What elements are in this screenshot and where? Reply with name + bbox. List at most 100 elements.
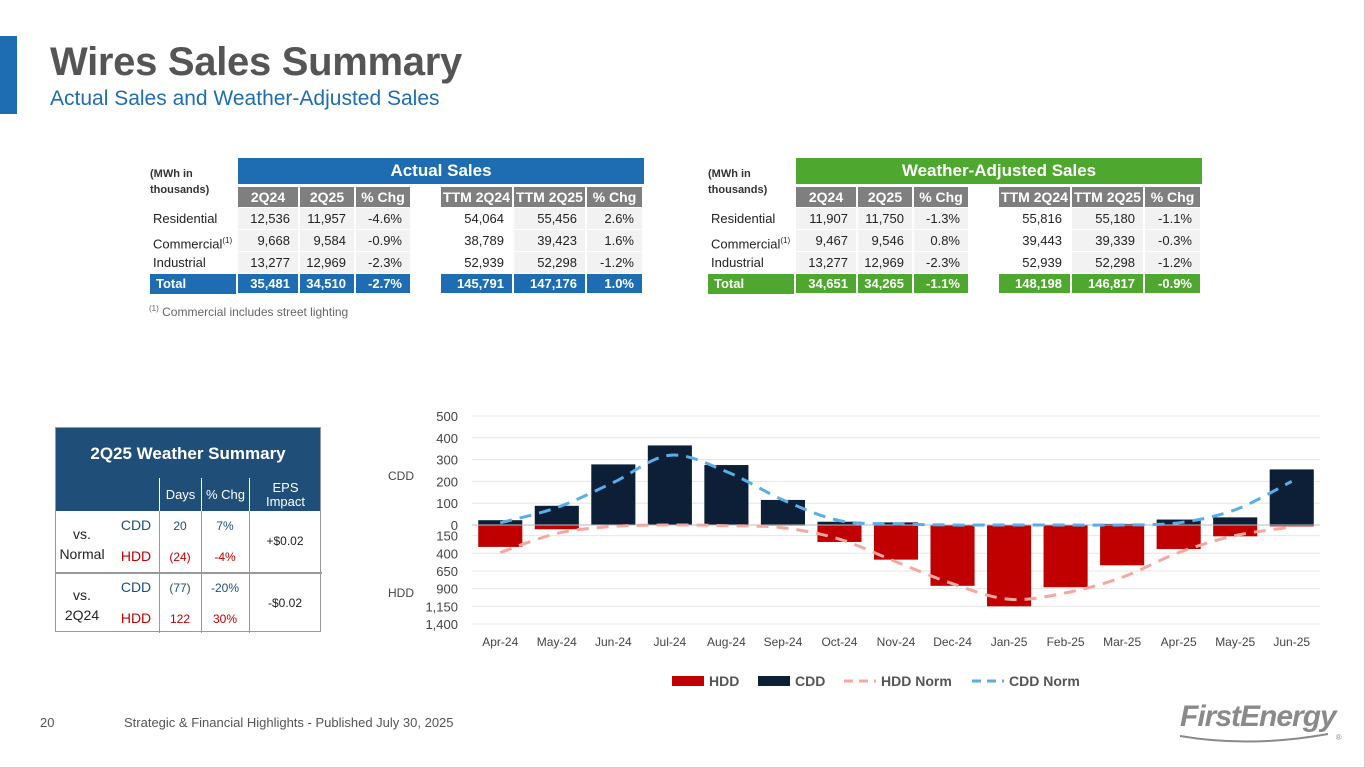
hdd-bar — [1043, 525, 1088, 588]
col-pct-chg: % Chg — [201, 478, 249, 511]
table-cell: -0.9% — [1145, 274, 1202, 294]
normal-hdd-pct: -4% — [214, 550, 236, 564]
row-label: Residential — [150, 208, 236, 230]
table-cell: -0.9% — [356, 230, 412, 252]
cdd-tick-label: 0 — [451, 518, 458, 533]
table-cell: 39,423 — [514, 230, 587, 252]
table-cell: 12,969 — [858, 252, 914, 274]
hdd-tick-label: 1,400 — [425, 617, 458, 632]
x-tick-label: Sep-24 — [764, 635, 803, 649]
normal-cdd-days: 20 — [173, 519, 187, 533]
table-band-title: Weather-Adjusted Sales — [796, 158, 1202, 184]
cdd-bar — [647, 445, 692, 525]
table-cell: 52,298 — [514, 252, 587, 274]
cdd-norm-line — [499, 453, 1293, 527]
prior-cdd-label: CDD — [120, 579, 152, 595]
legend-swatch — [672, 676, 704, 686]
prior-cdd-pct: -20% — [210, 581, 239, 595]
legend-label: HDD Norm — [881, 673, 952, 689]
row-label: Industrial — [150, 252, 236, 274]
legend-label: HDD — [709, 673, 739, 689]
column-header: % Chg — [356, 187, 412, 207]
table-cell: 0.8% — [914, 230, 970, 252]
cdd-bar — [760, 499, 805, 525]
table-cell: 55,816 — [999, 208, 1072, 230]
footnote-text: Commercial includes street lighting — [162, 305, 349, 319]
table-cell: 2.6% — [587, 208, 644, 230]
cdd-bar — [1269, 469, 1314, 525]
unit-label-line2: thousands) — [708, 184, 768, 196]
footnote: (1) Commercial includes street lighting — [149, 304, 348, 319]
weather-summary-title: 2Q25 Weather Summary — [56, 428, 320, 478]
col-eps-impact: EPS Impact — [249, 478, 321, 511]
row-label: Total — [150, 274, 236, 294]
table-cell: 12,536 — [238, 208, 300, 230]
hdd-bar — [1269, 525, 1314, 527]
row-label: Residential — [708, 208, 794, 230]
logo-text: FirstEnergy — [1180, 700, 1337, 733]
hdd-bar — [987, 525, 1032, 607]
x-tick-label: Oct-24 — [821, 635, 857, 649]
row-label-text: Commercial — [711, 236, 781, 252]
footnote-marker: (1) — [149, 304, 159, 313]
table-cell: 38,789 — [441, 230, 514, 252]
x-tick-label: May-24 — [537, 635, 577, 649]
table-cell: 1.0% — [587, 274, 644, 294]
table-cell: 34,651 — [796, 274, 858, 294]
normal-hdd-days: (24) — [169, 550, 191, 564]
table-cell: -2.7% — [356, 274, 412, 294]
col-eps-line2: Impact — [265, 494, 305, 509]
table-cell: 145,791 — [441, 274, 514, 294]
page-number: 20 — [40, 715, 55, 730]
weather-summary-header-row — [56, 478, 320, 511]
table-cell: 147,176 — [514, 274, 587, 294]
table-cell: 52,939 — [441, 252, 514, 274]
row-label: Commercial(1) — [708, 230, 794, 252]
weather-summary-table: 2Q25 Weather Summary Days % Chg EPS Impa… — [55, 427, 322, 633]
cdd-bar — [704, 465, 749, 525]
column-header: 2Q25 — [858, 187, 914, 207]
table-cell: -1.3% — [914, 208, 970, 230]
vs-normal-label: vs. Normal — [56, 524, 108, 564]
cdd-tick-label: 100 — [436, 496, 458, 511]
table-cell: 55,456 — [514, 208, 587, 230]
normal-cdd-pct: 7% — [216, 519, 234, 533]
hdd-tick-label: 650 — [436, 564, 458, 579]
page-title: Wires Sales Summary — [50, 40, 462, 84]
table-cell: 34,265 — [858, 274, 914, 294]
table-cell: 11,907 — [796, 208, 858, 230]
prior-eps: -$0.02 — [267, 596, 303, 610]
column-header: 2Q24 — [796, 187, 858, 207]
normal-cdd-label: CDD — [120, 517, 152, 533]
row-label-text: Commercial — [153, 236, 223, 252]
row-label-text: Residential — [153, 211, 218, 226]
footer-text: Strategic & Financial Highlights - Publi… — [124, 715, 454, 730]
x-tick-label: May-25 — [1215, 635, 1255, 649]
table-cell: 55,180 — [1072, 208, 1145, 230]
column-header: % Chg — [587, 187, 644, 207]
x-tick-label: Jan-25 — [991, 635, 1028, 649]
divider — [159, 511, 160, 633]
hdd-tick-label: 1,150 — [425, 599, 458, 614]
column-header: TTM 2Q24 — [999, 187, 1072, 207]
x-tick-label: Dec-24 — [933, 635, 972, 649]
table-cell: 9,467 — [796, 230, 858, 252]
table-cell: 39,443 — [999, 230, 1072, 252]
column-header: TTM 2Q25 — [514, 187, 587, 207]
row-label-text: Industrial — [711, 255, 764, 270]
cdd-bar — [534, 505, 579, 525]
vs-prior-line2: 2Q24 — [64, 607, 100, 623]
table-cell: 34,510 — [300, 274, 356, 294]
cdd-bar — [1213, 517, 1258, 525]
x-tick-label: Mar-25 — [1103, 635, 1141, 649]
x-tick-label: Jul-24 — [654, 635, 687, 649]
row-label-text: Residential — [711, 211, 776, 226]
col-days: Days — [159, 478, 201, 511]
hdd-bar — [817, 525, 862, 542]
unit-label-line2: thousands) — [150, 184, 210, 196]
column-header: TTM 2Q24 — [441, 187, 514, 207]
cdd-tick-label: 200 — [436, 474, 458, 489]
hdd-bar — [1156, 525, 1201, 550]
prior-hdd-days: 122 — [169, 612, 191, 626]
table-cell: -1.1% — [914, 274, 970, 294]
